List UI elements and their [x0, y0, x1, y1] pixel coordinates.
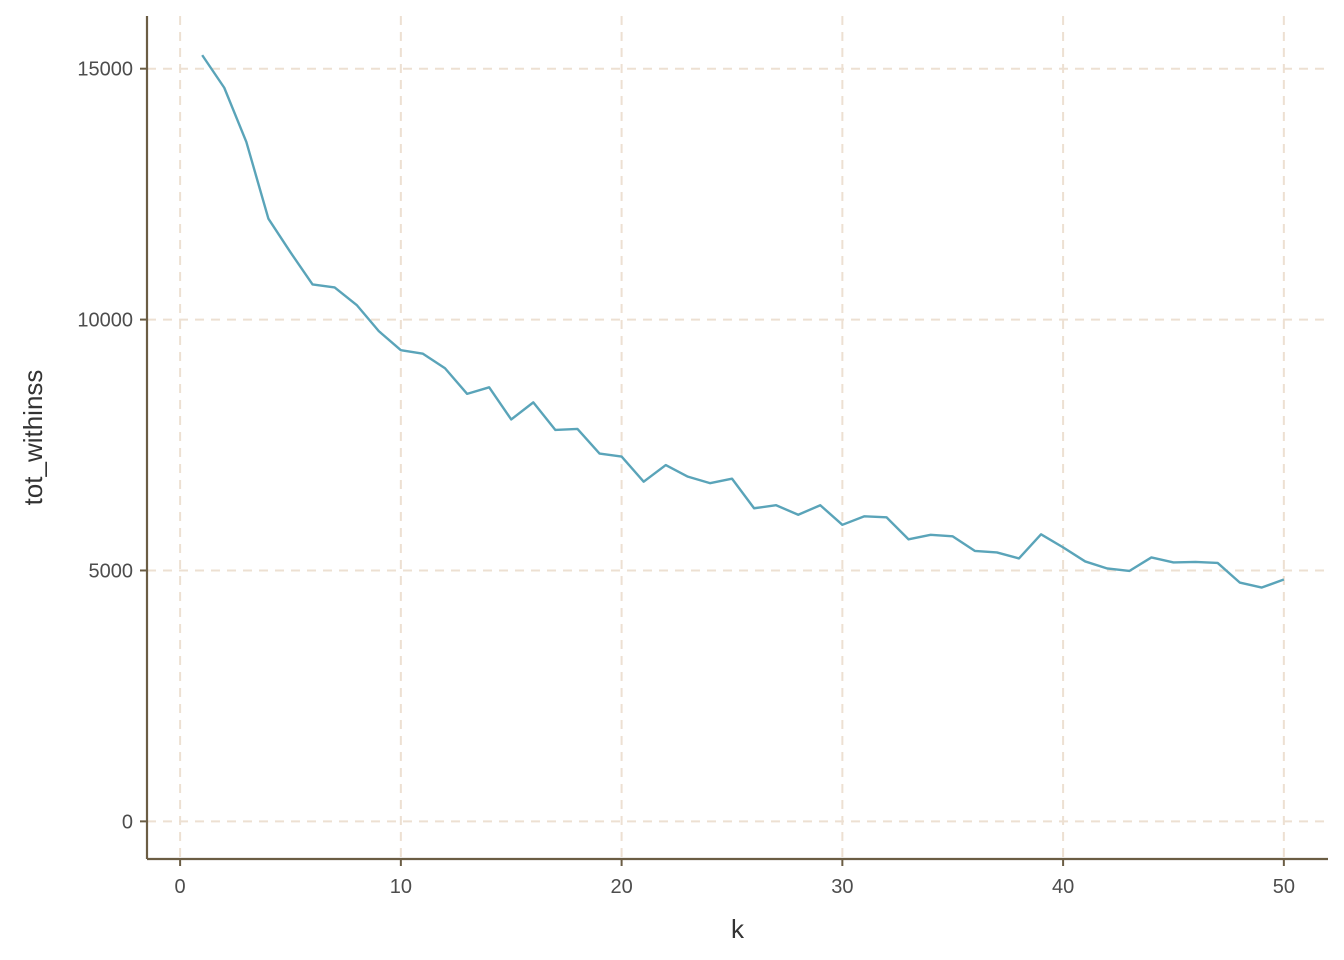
x-tick-label: 30 — [831, 876, 853, 898]
x-tick-label: 10 — [390, 876, 412, 898]
series-layer — [201, 54, 1285, 589]
y-axis-title: tot_withinss — [18, 370, 48, 506]
x-gridlines — [179, 16, 1285, 859]
x-tick-label: 0 — [175, 876, 186, 898]
x-tick-label: 40 — [1052, 876, 1074, 898]
y-tick-label: 0 — [122, 811, 133, 833]
y-gridlines — [147, 67, 1328, 823]
x-tick-label: 50 — [1273, 876, 1295, 898]
y-tick-label: 10000 — [77, 310, 133, 332]
x-axis-title: k — [731, 914, 745, 944]
y-tick-label: 5000 — [89, 560, 134, 582]
x-tick-label: 20 — [610, 876, 632, 898]
x-axis-ticks: 0 10 20 30 40 50 — [175, 859, 1295, 898]
y-axis-ticks: 0 5000 10000 15000 — [77, 59, 147, 833]
y-tick-label: 15000 — [77, 59, 133, 81]
series-line — [201, 54, 1285, 589]
